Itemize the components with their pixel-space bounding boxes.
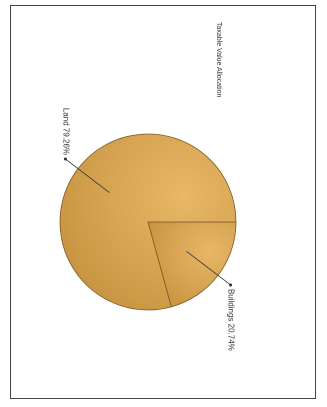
slice-label-land: Land 79.26% xyxy=(61,108,70,155)
leader-dot-land xyxy=(63,157,67,161)
chart-title: Taxable Value Allocation xyxy=(215,22,222,97)
leader-dot-buildings xyxy=(229,283,233,287)
leader-line-buildings xyxy=(186,251,231,286)
slice-label-buildings: Buildings 20.74% xyxy=(226,289,235,351)
leader-line-land xyxy=(65,158,110,193)
